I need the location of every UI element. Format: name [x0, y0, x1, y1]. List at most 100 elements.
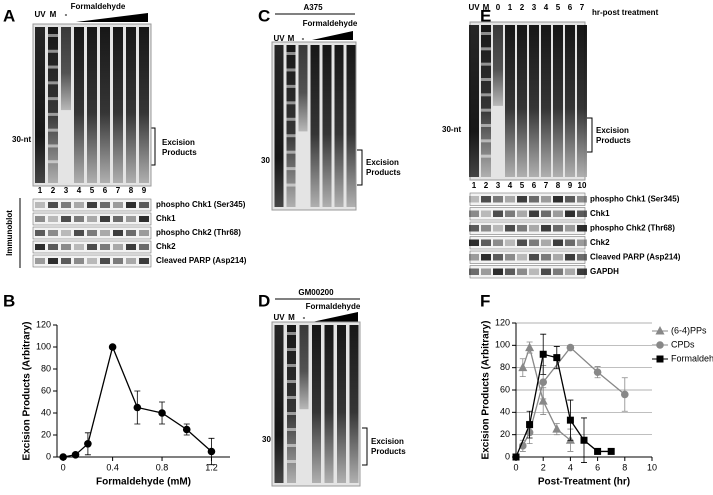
gel-lane	[61, 27, 71, 111]
gel-lane	[541, 25, 551, 177]
marker	[71, 451, 80, 459]
blot-band	[577, 210, 587, 217]
blot-band	[48, 258, 58, 264]
blot-band	[493, 196, 503, 203]
blot-band	[505, 268, 515, 275]
marker-band	[481, 124, 491, 127]
blot-band	[565, 254, 575, 261]
y-tick-label: 120	[495, 317, 510, 327]
marker	[539, 378, 547, 386]
wedge	[312, 31, 353, 40]
gel-lane	[298, 45, 308, 132]
series-line	[522, 346, 626, 447]
blot-label: Cleaved PARP (Asp214)	[590, 252, 681, 261]
marker-band	[287, 460, 296, 463]
blot-band	[517, 254, 527, 261]
legend-label: (6-4)PPs	[671, 325, 707, 335]
blot-band	[100, 230, 110, 236]
gel-lane	[299, 325, 309, 410]
blot-band	[74, 258, 84, 264]
blot-band	[61, 202, 71, 208]
blot-band	[139, 244, 149, 250]
bracket-label: Excision	[371, 437, 404, 446]
blot-band	[61, 244, 71, 250]
lane-label: 10	[578, 181, 587, 190]
marker-band	[286, 101, 296, 105]
gel-lane	[349, 325, 359, 483]
lane-label: 6	[103, 186, 108, 195]
marker-band	[48, 112, 58, 116]
y-tick-label: 0	[505, 451, 510, 461]
marker-band	[287, 444, 296, 447]
blot-band	[493, 268, 503, 275]
y-tick-label: 120	[36, 319, 51, 329]
blot-band	[529, 254, 539, 261]
gel-lane	[287, 325, 296, 483]
panel-letter: A	[3, 6, 15, 25]
marker	[655, 326, 665, 335]
bracket-label: Excision	[366, 158, 399, 167]
marker-band	[48, 97, 58, 101]
bracket-label: Products	[596, 136, 631, 145]
blot-band	[481, 210, 491, 217]
y-tick-label: 20	[500, 429, 510, 439]
lane-label: 1	[472, 181, 477, 190]
blot-band	[139, 230, 149, 236]
lane-label: 2	[51, 186, 56, 195]
marker-band	[287, 428, 296, 431]
blot-band	[126, 258, 136, 264]
x-tick-label: 0	[61, 462, 66, 472]
blot-band	[35, 230, 45, 236]
blot-band	[126, 244, 136, 250]
blot-label: Chk1	[590, 209, 610, 218]
blot-band	[139, 216, 149, 222]
legend-label: CPDs	[671, 339, 695, 349]
blot-band	[541, 254, 551, 261]
blot-band	[35, 258, 45, 264]
blot-band	[100, 216, 110, 222]
blot-band	[87, 230, 97, 236]
lane-label: -	[65, 10, 68, 19]
gel-lane	[286, 45, 296, 207]
marker-band	[481, 108, 491, 112]
lane-label: UV	[273, 313, 285, 322]
gel-lane	[346, 45, 356, 207]
lane-label: M	[483, 3, 490, 12]
blot-band	[505, 210, 515, 217]
y-tick-label: 60	[41, 385, 51, 395]
blot-band	[74, 244, 84, 250]
lane-label: 1	[38, 186, 43, 195]
blot-band	[565, 239, 575, 246]
cell-line: GM00200	[298, 288, 334, 297]
lane-label: 7	[580, 3, 585, 12]
y-tick-label: 0	[46, 451, 51, 461]
x-axis-label: Post-Treatment (hr)	[538, 477, 630, 488]
gel-lane	[126, 27, 136, 183]
lane-label: -	[303, 313, 306, 322]
bracket-label: Products	[366, 168, 401, 177]
gel-lane	[35, 27, 45, 183]
blot-band	[493, 254, 503, 261]
treatment-label: Formaldehyde	[71, 2, 126, 11]
blot-label: Chk2	[590, 238, 610, 247]
x-tick-label: 2	[541, 462, 546, 472]
side-label: Immunoblot	[5, 210, 14, 256]
gel-lane	[274, 325, 284, 483]
blot-band	[87, 244, 97, 250]
panel-letter: B	[3, 291, 15, 310]
gel-lane	[553, 25, 563, 177]
blot-band	[529, 210, 539, 217]
blot-band	[87, 258, 97, 264]
lane-label: 2	[484, 181, 489, 190]
blot-band	[553, 239, 563, 246]
x-tick-label: 4	[568, 462, 573, 472]
wedge	[76, 13, 148, 22]
blot-band	[87, 202, 97, 208]
x-axis-label: Formaldehyde (mM)	[96, 477, 191, 488]
blot-label: Chk2	[156, 242, 176, 251]
blot-band	[517, 196, 527, 203]
marker	[526, 421, 534, 429]
blot-band	[113, 244, 123, 250]
blot-band	[35, 202, 45, 208]
